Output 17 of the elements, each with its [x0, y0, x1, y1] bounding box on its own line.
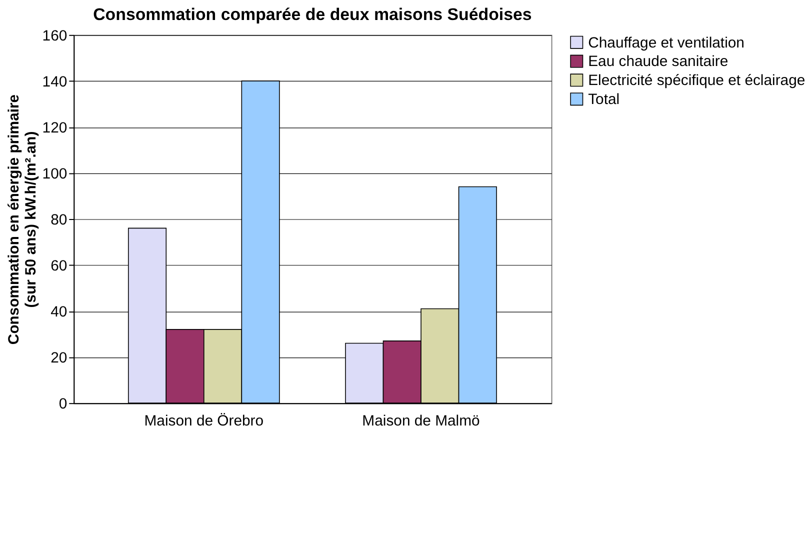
- y-tick-label: 40: [50, 304, 68, 321]
- legend-label: Chauffage et ventilation: [588, 34, 744, 52]
- y-tick-label: 100: [42, 165, 68, 182]
- y-tick-label: 60: [50, 257, 68, 274]
- y-tick-label: 80: [50, 211, 68, 228]
- y-tick-label: 160: [42, 27, 68, 44]
- y-tick-label: 20: [50, 350, 68, 367]
- legend-label: Total: [588, 91, 620, 108]
- y-axis-title: Consommation en énergie primaire (sur 50 ans) kW.h/(m².an): [5, 94, 40, 345]
- legend-label: Eau chaude sanitaire: [588, 53, 728, 70]
- x-tick-label: Maison de Malmö: [362, 412, 480, 430]
- chart-title: Consommation comparée de deux maisons Suédoises: [93, 4, 532, 24]
- x-tick-label: Maison de Örebro: [144, 412, 264, 430]
- y-tick-label: 120: [42, 119, 68, 136]
- y-tick-label: 0: [58, 396, 68, 413]
- y-tick-label: 140: [42, 73, 68, 90]
- legend-label: Electricité spécifique et éclairage: [588, 72, 806, 90]
